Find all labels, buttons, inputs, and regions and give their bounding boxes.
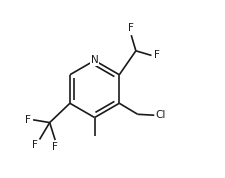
Text: F: F: [52, 142, 58, 152]
Text: N: N: [90, 56, 98, 66]
Text: F: F: [25, 115, 31, 125]
Text: Cl: Cl: [155, 110, 165, 120]
Text: F: F: [153, 50, 159, 60]
Text: F: F: [128, 23, 134, 33]
Text: F: F: [32, 140, 38, 150]
